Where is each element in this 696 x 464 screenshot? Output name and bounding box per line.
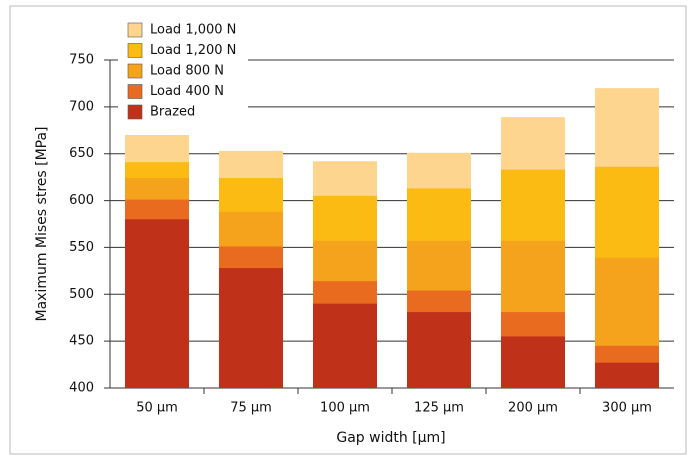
- y-axis-title: Maximum Mises stres [MPa]: [34, 126, 50, 321]
- legend-label: Load 1,000 N: [150, 23, 236, 38]
- y-tick-label: 500: [69, 287, 94, 302]
- legend-swatch: [127, 63, 143, 79]
- legend-label: Load 400 N: [150, 84, 224, 99]
- x-tick-label: 200 μm: [508, 401, 558, 416]
- y-tick-label: 750: [69, 53, 94, 68]
- bar: [125, 219, 189, 388]
- legend-label: Brazed: [150, 105, 195, 120]
- x-tick-label: 50 μm: [136, 401, 178, 416]
- x-tick-label: 75 μm: [230, 401, 272, 416]
- x-tick-label: 100 μm: [320, 401, 370, 416]
- legend-swatch: [127, 22, 143, 38]
- legend-label: Load 1,200 N: [150, 43, 236, 58]
- y-tick-label: 400: [69, 381, 94, 396]
- x-tick-label: 125 μm: [414, 401, 464, 416]
- y-tick-label: 700: [69, 99, 94, 114]
- legend-swatch: [127, 84, 143, 99]
- bar: [313, 303, 377, 388]
- bar: [501, 336, 565, 388]
- legend-swatch: [127, 104, 143, 120]
- y-tick-label: 550: [69, 240, 94, 255]
- y-tick-label: 450: [69, 334, 94, 349]
- bar: [407, 312, 471, 388]
- legend-label: Load 800 N: [150, 64, 224, 79]
- x-tick-label: 300 μm: [602, 401, 652, 416]
- y-tick-label: 600: [69, 193, 94, 208]
- bar: [595, 362, 659, 388]
- x-axis-title: Gap width [μm]: [336, 430, 445, 446]
- y-tick-label: 650: [69, 146, 94, 161]
- legend-swatch: [127, 43, 143, 58]
- bar: [219, 268, 283, 388]
